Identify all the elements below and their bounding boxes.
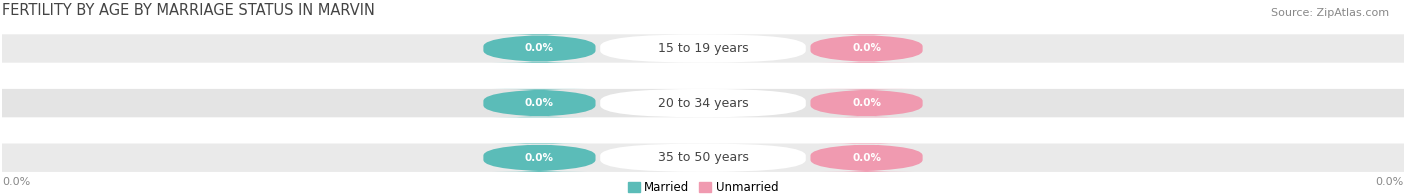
FancyBboxPatch shape bbox=[484, 89, 596, 117]
FancyBboxPatch shape bbox=[0, 143, 1406, 172]
FancyBboxPatch shape bbox=[810, 143, 922, 172]
Text: 0.0%: 0.0% bbox=[1375, 177, 1405, 187]
Text: Source: ZipAtlas.com: Source: ZipAtlas.com bbox=[1271, 8, 1389, 18]
FancyBboxPatch shape bbox=[810, 89, 922, 117]
Text: 0.0%: 0.0% bbox=[852, 98, 882, 108]
Text: 0.0%: 0.0% bbox=[524, 153, 554, 163]
FancyBboxPatch shape bbox=[0, 89, 1406, 117]
Text: 0.0%: 0.0% bbox=[852, 153, 882, 163]
Text: 0.0%: 0.0% bbox=[524, 44, 554, 54]
FancyBboxPatch shape bbox=[600, 89, 806, 117]
FancyBboxPatch shape bbox=[484, 143, 596, 172]
FancyBboxPatch shape bbox=[600, 143, 806, 172]
FancyBboxPatch shape bbox=[484, 34, 596, 63]
Text: 35 to 50 years: 35 to 50 years bbox=[658, 151, 748, 164]
Legend: Married, Unmarried: Married, Unmarried bbox=[626, 179, 780, 196]
Text: 0.0%: 0.0% bbox=[1, 177, 31, 187]
Text: FERTILITY BY AGE BY MARRIAGE STATUS IN MARVIN: FERTILITY BY AGE BY MARRIAGE STATUS IN M… bbox=[1, 3, 375, 18]
Text: 15 to 19 years: 15 to 19 years bbox=[658, 42, 748, 55]
Text: 20 to 34 years: 20 to 34 years bbox=[658, 97, 748, 110]
FancyBboxPatch shape bbox=[810, 34, 922, 63]
Text: 0.0%: 0.0% bbox=[524, 98, 554, 108]
FancyBboxPatch shape bbox=[600, 34, 806, 63]
FancyBboxPatch shape bbox=[0, 34, 1406, 63]
Text: 0.0%: 0.0% bbox=[852, 44, 882, 54]
